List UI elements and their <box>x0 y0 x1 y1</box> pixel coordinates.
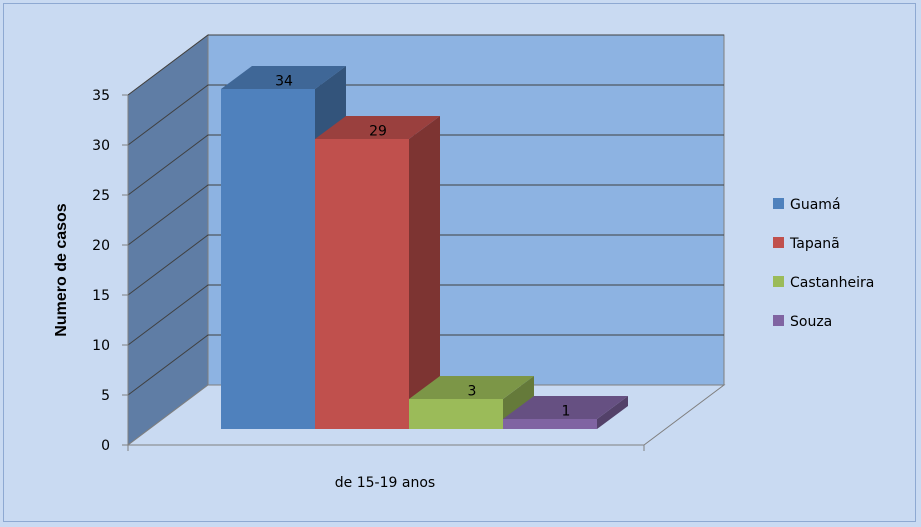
y-axis-label: Numero de casos <box>53 203 70 336</box>
bar-side-face <box>409 116 440 429</box>
y-tick-label: 25 <box>92 188 110 204</box>
bars <box>221 66 628 429</box>
bar-front-face <box>315 139 409 429</box>
gridline <box>127 284 724 346</box>
y-tick-label: 30 <box>92 138 110 154</box>
x-category-label: de 15-19 anos <box>335 475 435 491</box>
data-label: 34 <box>275 74 293 90</box>
bar-front-face <box>409 399 503 429</box>
gridline <box>127 334 724 396</box>
bar-front-face <box>503 419 597 429</box>
y-tick-label: 10 <box>92 338 110 354</box>
chart-side-wall <box>127 34 209 446</box>
data-label: 1 <box>562 404 571 420</box>
gridline <box>127 84 724 146</box>
legend-label: Souza <box>790 314 832 330</box>
bar-souza <box>503 396 628 429</box>
data-labels: 34 29 3 1 <box>275 74 570 420</box>
legend-swatch <box>773 198 784 209</box>
data-label: 3 <box>468 384 477 400</box>
legend-label: Guamá <box>790 197 841 213</box>
bar-top-face <box>409 376 534 399</box>
legend-swatch <box>773 276 784 287</box>
legend-label: Tapanã <box>789 236 840 252</box>
legend: Guamá Tapanã Castanheira Souza <box>773 197 874 330</box>
bar-castanheira <box>409 376 534 429</box>
gridline <box>127 184 724 246</box>
y-tick-labels: 0 5 10 15 20 25 30 35 <box>92 88 128 454</box>
legend-swatch <box>773 237 784 248</box>
y-tick-label: 35 <box>92 88 110 104</box>
y-tick-label: 15 <box>92 288 110 304</box>
bar-top-face <box>503 396 628 419</box>
gridlines <box>127 34 724 396</box>
y-tick-label: 0 <box>101 438 110 454</box>
data-label: 29 <box>369 124 387 140</box>
y-tick-label: 20 <box>92 238 110 254</box>
legend-swatch <box>773 315 784 326</box>
bar-side-face <box>597 396 628 429</box>
gridline <box>127 34 724 96</box>
y-axis <box>127 95 645 451</box>
y-tick-label: 5 <box>101 388 110 404</box>
legend-label: Castanheira <box>790 275 874 291</box>
bar-front-face <box>221 89 315 429</box>
bar-top-face <box>221 66 346 89</box>
bar-top-face <box>315 116 440 139</box>
gridline <box>127 134 724 196</box>
bar-tapanã <box>315 116 440 429</box>
gridline <box>127 234 724 296</box>
